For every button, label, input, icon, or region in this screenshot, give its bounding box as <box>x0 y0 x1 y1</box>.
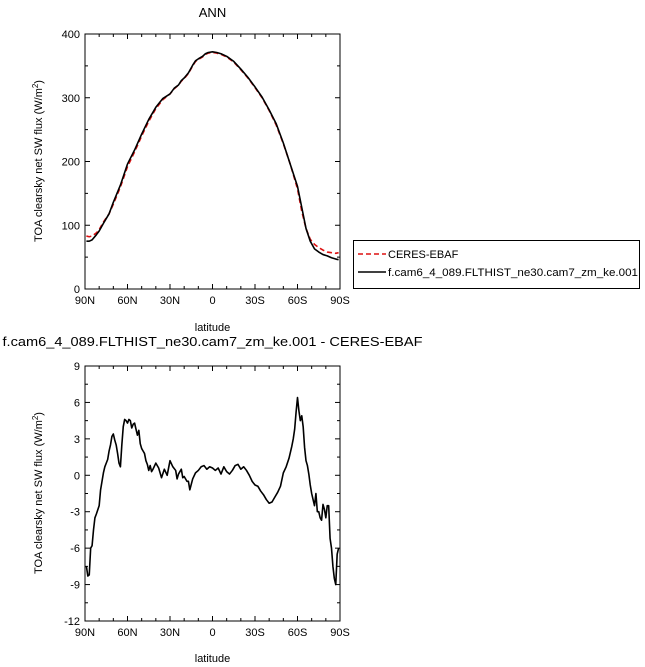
bottom-plot-frame <box>84 365 341 622</box>
top-x-tick-label: 0 <box>209 295 215 307</box>
bottom-plot-area: 90N 60N 30N 0 30S 60S 90S -12 -9 -6 -3 0 3 6 9 <box>64 361 350 639</box>
legend-box <box>353 240 640 289</box>
legend-label-model: f.cam6_4_089.FLTHIST_ne30.cam7_zm_ke.001 <box>388 267 638 279</box>
top-x-tick-label: 60S <box>288 295 308 307</box>
top-x-tick-label: 90S <box>330 295 350 307</box>
top-x-tick-label: 30N <box>160 295 180 307</box>
bottom-x-tick-label: 0 <box>209 627 215 639</box>
top-plot-frame <box>84 33 341 290</box>
bottom-y-tick-label: -3 <box>70 507 80 519</box>
bottom-x-tick-label: 90N <box>75 627 95 639</box>
bottom-y-axis-label-sup: 2 <box>31 415 40 420</box>
top-series-line-1 <box>86 51 339 261</box>
top-y-tick-label: 0 <box>74 284 80 296</box>
bottom-y-tick-label: -9 <box>70 580 80 592</box>
bottom-y-axis-label-close: ) <box>33 412 45 416</box>
bottom-y-tick-label: 9 <box>74 361 80 373</box>
top-y-axis-label-close: ) <box>33 80 45 84</box>
top-y-tick-label: 200 <box>62 157 80 169</box>
bottom-y-tick-label: 0 <box>74 470 80 482</box>
top-series-line-0 <box>86 51 339 255</box>
bottom-x-tick-label: 60N <box>117 627 137 639</box>
bottom-series-line-0 <box>85 396 340 586</box>
top-x-tick-label: 60N <box>117 295 137 307</box>
bottom-y-axis-label: TOA clearsky net SW flux (W/m2) <box>31 412 45 574</box>
bottom-y-tick-label: -6 <box>70 543 80 555</box>
bottom-chart-title: f.cam6_4_089.FLTHIST_ne30.cam7_zm_ke.001… <box>3 334 423 349</box>
top-x-tick-label: 90N <box>75 295 95 307</box>
bottom-y-tick-label: -12 <box>64 616 80 628</box>
top-chart-title: ANN <box>199 5 226 20</box>
top-legend: CERES-EBAF f.cam6_4_089.FLTHIST_ne30.cam… <box>353 240 640 289</box>
legend-label-ceres: CERES-EBAF <box>388 249 459 261</box>
top-y-tick-label: 100 <box>62 220 80 232</box>
bottom-y-tick-label: 3 <box>74 434 80 446</box>
top-y-tick-label: 400 <box>62 29 80 41</box>
top-y-tick-label: 300 <box>62 93 80 105</box>
top-y-axis-label-text: TOA clearsky net SW flux (W/m <box>33 88 45 242</box>
top-plot-area: 90N 60N 30N 0 30S 60S 90S 0 100 200 300 400 <box>62 29 350 307</box>
bottom-y-tick-label: 6 <box>74 397 80 409</box>
bottom-y-axis-label-text: TOA clearsky net SW flux (W/m <box>33 420 45 574</box>
top-y-axis-label: TOA clearsky net SW flux (W/m2) <box>31 80 45 242</box>
bottom-x-axis-label: latitude <box>195 653 230 665</box>
top-panel: ANN 90N 60N 30N 0 30S 60S 90S 0 100 200 300 400 lat… <box>31 5 640 334</box>
bottom-x-tick-label: 30S <box>245 627 265 639</box>
bottom-x-tick-label: 30N <box>160 627 180 639</box>
bottom-x-tick-label: 90S <box>330 627 350 639</box>
top-y-axis-label-sup: 2 <box>31 83 40 88</box>
bottom-panel: f.cam6_4_089.FLTHIST_ne30.cam7_zm_ke.001… <box>3 334 423 665</box>
bottom-x-tick-label: 60S <box>288 627 308 639</box>
top-x-axis-label: latitude <box>195 322 230 334</box>
top-x-tick-label: 30S <box>245 295 265 307</box>
